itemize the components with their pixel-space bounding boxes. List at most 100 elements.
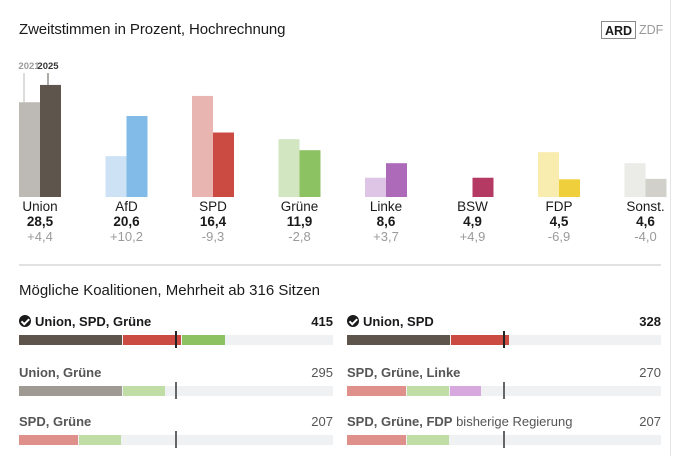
bar-2021-grüne (278, 139, 300, 197)
bar-2021-sonst (624, 163, 646, 197)
coalition-item[interactable]: SPD, Grüne, Linke 270 (347, 365, 661, 399)
seat-segment-union (347, 335, 450, 345)
party-value: 4,6 (636, 214, 655, 229)
coalition-name: Union, SPD (347, 314, 434, 329)
party-label-linke: Linke 8,6 +3,7 (346, 199, 426, 244)
bar-2025-afd (126, 115, 148, 197)
seat-segment-spd (122, 335, 182, 345)
coalition-note: bisherige Regierung (452, 414, 573, 429)
party-name: SPD (199, 199, 227, 214)
bar-2025-fdp (559, 179, 580, 197)
coalition-parties: Union, SPD, Grüne (35, 314, 152, 329)
bar-2025-spd (213, 132, 234, 197)
party-diff: -6,9 (547, 229, 571, 244)
bar-2025-sonst (645, 178, 667, 197)
coalition-seats: 415 (311, 314, 333, 329)
party-name: Union (22, 199, 58, 214)
party-label-afd: AfD 20,6 +10,2 (87, 199, 167, 244)
coalition-seat-bar (347, 382, 661, 399)
party-value: 4,5 (549, 214, 569, 229)
coalition-item[interactable]: Union, Grüne 295 (19, 365, 333, 399)
party-value: 8,6 (376, 214, 396, 229)
coalition-parties: Union, Grüne (19, 365, 102, 380)
coalition-name: SPD, Grüne, Linke (347, 365, 460, 380)
party-diff: +10,2 (110, 229, 143, 244)
party-label-spd: SPD 16,4 -9,3 (173, 199, 253, 244)
section-divider (19, 264, 661, 266)
bar-2025-linke (386, 163, 407, 197)
party-label-union: Union 28,5 +4,4 (0, 199, 80, 244)
bar-2021-union (19, 102, 40, 197)
coalition-name: SPD, Grüne (19, 414, 91, 429)
seat-segment-spd (347, 386, 406, 396)
majority-marker (503, 431, 505, 448)
bar-2021-linke (365, 177, 386, 197)
chart-title: Zweitstimmen in Prozent, Hochrechnung (19, 21, 286, 38)
coalition-parties: SPD, Grüne (19, 414, 92, 429)
coalition-item[interactable]: Union, SPD, Grüne 415 (19, 314, 333, 348)
coalition-parties: SPD, Grüne, Linke (347, 365, 461, 380)
party-label-fdp: FDP 4,5 -6,9 (519, 199, 599, 244)
coalition-seat-bar (19, 382, 333, 399)
majority-marker (175, 382, 177, 399)
party-value: 16,4 (199, 214, 227, 229)
check-circle-icon (19, 315, 31, 327)
coalition-item[interactable]: Union, SPD 328 (347, 314, 661, 348)
party-label-grüne: Grüne 11,9 -2,8 (260, 199, 340, 244)
seat-segment-union (19, 386, 122, 396)
seat-segment-grüne (406, 435, 450, 445)
seat-segment-spd (347, 435, 406, 445)
bar-2021-afd (105, 156, 127, 197)
party-diff: +4,4 (27, 229, 53, 244)
party-name: Sonst. (626, 199, 665, 214)
seat-segment-grüne (122, 386, 166, 396)
majority-marker (175, 431, 177, 448)
party-name: FDP (545, 199, 573, 214)
party-name: AfD (115, 199, 138, 214)
coalition-seats: 207 (639, 414, 661, 429)
majority-marker (175, 331, 177, 348)
coalition-seat-bar (19, 431, 333, 448)
party-diff: +3,7 (373, 229, 399, 244)
coalition-seat-bar (347, 431, 661, 448)
legend-2021: 2021 (18, 61, 40, 72)
seat-segment-spd (19, 435, 78, 445)
party-label-bsw: BSW 4,9 +4,9 (433, 199, 513, 244)
coalition-name: Union, Grüne (19, 365, 101, 380)
party-value: 28,5 (26, 214, 54, 229)
coalition-seats: 328 (639, 314, 661, 329)
party-diff: -2,8 (288, 229, 311, 244)
coalition-seats: 270 (639, 365, 661, 380)
majority-marker (503, 331, 505, 348)
seat-segment-spd (450, 335, 510, 345)
party-value: 4,9 (463, 214, 482, 229)
party-diff: -4,0 (634, 229, 657, 244)
coalition-seat-bar (19, 331, 333, 348)
coalition-name: SPD, Grüne, FDP bisherige Regierung (347, 414, 572, 429)
source-tab-zdf[interactable]: ZDF (639, 23, 664, 37)
party-value: 20,6 (113, 214, 140, 229)
bar-2021-spd (192, 95, 213, 197)
seat-segment-linke (450, 386, 481, 396)
seat-segment-union (19, 335, 122, 345)
bar-2025-grüne (299, 150, 321, 197)
coalition-seat-bar (347, 331, 661, 348)
majority-marker (503, 382, 505, 399)
party-diff: +4,9 (459, 229, 486, 244)
bar-2025-union (40, 84, 61, 197)
source-tab-ard[interactable]: ARD (601, 21, 637, 39)
seat-segment-grüne (182, 335, 225, 345)
party-value: 11,9 (286, 214, 313, 229)
party-name: Linke (369, 199, 403, 214)
coalition-seats: 295 (311, 365, 333, 380)
coalition-seats: 207 (311, 414, 333, 429)
party-name: BSW (457, 199, 488, 214)
coalition-parties: Union, SPD (363, 314, 434, 329)
coalition-parties: SPD, Grüne, FDP (347, 414, 453, 429)
coalition-item[interactable]: SPD, Grüne 207 (19, 414, 333, 448)
coalition-item[interactable]: SPD, Grüne, FDP bisherige Regierung 207 (347, 414, 661, 448)
seat-segment-grüne (406, 386, 450, 396)
check-circle-icon (347, 315, 359, 327)
